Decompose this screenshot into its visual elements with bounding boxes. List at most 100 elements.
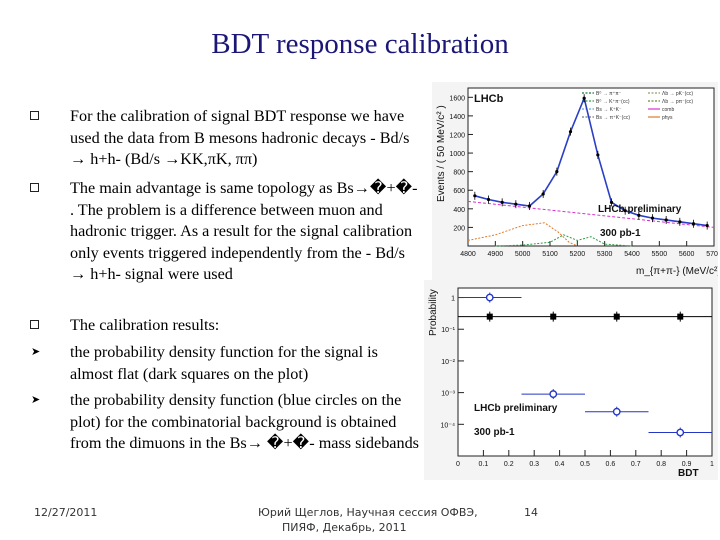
legend-entry: comb — [662, 107, 674, 113]
y-tick-label: 800 — [453, 170, 465, 177]
y-tick-label: 10⁻² — [441, 359, 455, 366]
legend-entry: B⁰ → π⁺π⁻ — [596, 91, 622, 97]
x-tick-label: 0.2 — [504, 461, 514, 468]
data-point — [650, 216, 655, 220]
signal-square-point — [550, 313, 557, 320]
data-point — [596, 153, 600, 157]
bdt-probability-chart: Probability 1 10⁻¹ 10⁻² 10⁻³ 10⁻⁴ 0 0.1 0.2 0.3… — [424, 280, 718, 480]
y-tick-label: 1400 — [449, 114, 465, 121]
data-point — [486, 197, 491, 202]
mass-distribution-chart: Events / ( 50 MeV/c² ) LHCb B⁰ → π⁺π⁻ B⁰ … — [432, 82, 720, 280]
background-circle-point — [485, 293, 494, 302]
x-tick-label: 0.8 — [656, 461, 666, 468]
bullet-text: The main advantage is same topology as B… — [70, 179, 418, 283]
x-axis-label: BDT — [678, 468, 699, 479]
bullet-text: The calibration results: — [70, 316, 220, 334]
signal-square-point — [613, 313, 620, 320]
total-fit-curve — [474, 95, 708, 227]
data-point — [609, 200, 614, 204]
data-point — [691, 222, 696, 226]
y-tick-label: 10⁻³ — [441, 391, 455, 398]
chart-annotation: 300 pb-1 — [600, 228, 641, 239]
legend-entry: Bs → π⁺K⁻(cc) — [596, 115, 630, 121]
legend-entry: phys — [662, 115, 673, 121]
plot-frame — [424, 280, 718, 480]
y-tick-label: 600 — [453, 188, 465, 195]
arrow-bullet-icon: ➤ — [31, 345, 41, 358]
footer-author-line2: ПИЯФ, Декабрь, 2011 — [282, 521, 407, 534]
legend-entry: Bs → K⁺K⁻ — [596, 107, 622, 113]
page-number: 14 — [524, 506, 538, 519]
chart-annotation: LHCb preliminary — [598, 204, 682, 215]
x-tick-label: 0.6 — [606, 461, 616, 468]
data-point — [637, 213, 641, 217]
x-tick-label: 5300 — [597, 251, 613, 258]
y-tick-label: 1200 — [449, 132, 465, 139]
data-point — [527, 204, 532, 208]
data-point — [568, 130, 573, 134]
x-tick-label: 5600 — [679, 251, 695, 258]
signal-square-point — [486, 313, 493, 320]
data-point — [623, 209, 627, 213]
legend-entry: B⁰ → K⁺π⁻(cc) — [596, 99, 630, 105]
bullet-text: the probability density function (blue c… — [70, 391, 419, 452]
x-tick-label: 5200 — [570, 251, 586, 258]
y-tick-label: 10⁻⁴ — [441, 422, 456, 429]
background-circle-point — [676, 428, 685, 437]
x-tick-label: 0.4 — [555, 461, 565, 468]
square-bullet-icon — [30, 320, 39, 329]
data-point — [541, 192, 545, 196]
data-point — [664, 218, 668, 222]
footer-author-line1: Юрий Щеглов, Научная сессия ОФВЭ, — [258, 506, 478, 519]
bullet-text: the probability density function for the… — [70, 343, 378, 383]
x-tick-label: 5100 — [542, 251, 558, 258]
legend: B⁰ → π⁺π⁻ B⁰ → K⁺π⁻(cc) Bs → K⁺K⁻ Bs → π⁺K⁻… — [582, 91, 693, 121]
square-bullet-icon — [30, 183, 39, 192]
x-tick-label: 5000 — [515, 251, 531, 258]
data-point — [555, 170, 559, 174]
y-axis-label: Probability — [428, 289, 439, 336]
chart-annotation: LHCb preliminary — [474, 403, 558, 414]
x-axis-label: m_{π+π-} (MeV/c²) — [636, 266, 718, 277]
bullet-text: For the calibration of signal BDT respon… — [70, 107, 410, 168]
y-tick-label: 400 — [453, 207, 465, 214]
y-tick-label: 1 — [451, 296, 455, 303]
x-tick-label: 5400 — [624, 251, 640, 258]
plot-frame — [432, 82, 718, 280]
slide-title: BDT response calibration — [211, 28, 509, 60]
y-axis-label: Events / ( 50 MeV/c² ) — [436, 105, 447, 202]
legend-entry: Λb → pK⁻(cc) — [662, 91, 693, 97]
x-tick-label: 5500 — [652, 251, 668, 258]
x-tick-label: 0 — [456, 461, 460, 468]
phys-background-curve — [467, 222, 578, 247]
x-tick-label: 5700 — [706, 251, 718, 258]
y-tick-label: 1000 — [449, 151, 465, 158]
x-tick-label: 0.7 — [631, 461, 641, 468]
signal-square-point — [677, 313, 684, 320]
background-circle-point — [612, 407, 621, 416]
x-tick-label: 4800 — [460, 251, 476, 258]
footer-date: 12/27/2011 — [34, 506, 98, 519]
peak-component-curve — [495, 234, 633, 247]
square-bullet-icon — [30, 111, 39, 120]
arrow-bullet-icon: ➤ — [31, 393, 41, 406]
y-tick-label: 1600 — [449, 95, 465, 102]
data-point — [514, 202, 518, 206]
x-tick-label: 0.9 — [682, 461, 692, 468]
legend-entry: Λb → pπ⁻(cc) — [662, 99, 693, 105]
comb-background-line — [467, 200, 715, 228]
data-point — [500, 200, 504, 204]
data-point — [705, 223, 709, 228]
data-point — [678, 220, 682, 224]
y-tick-label: 200 — [453, 225, 465, 232]
x-tick-label: 4900 — [488, 251, 504, 258]
background-circle-point — [549, 390, 558, 398]
x-tick-label: 1 — [710, 461, 714, 468]
data-point — [473, 194, 477, 198]
chart-annotation: 300 pb-1 — [474, 427, 515, 438]
x-tick-label: 0.3 — [529, 461, 539, 468]
x-tick-label: 0.1 — [479, 461, 489, 468]
chart-header-label: LHCb — [474, 93, 504, 105]
data-point — [582, 96, 586, 100]
y-tick-label: 10⁻¹ — [441, 327, 455, 334]
